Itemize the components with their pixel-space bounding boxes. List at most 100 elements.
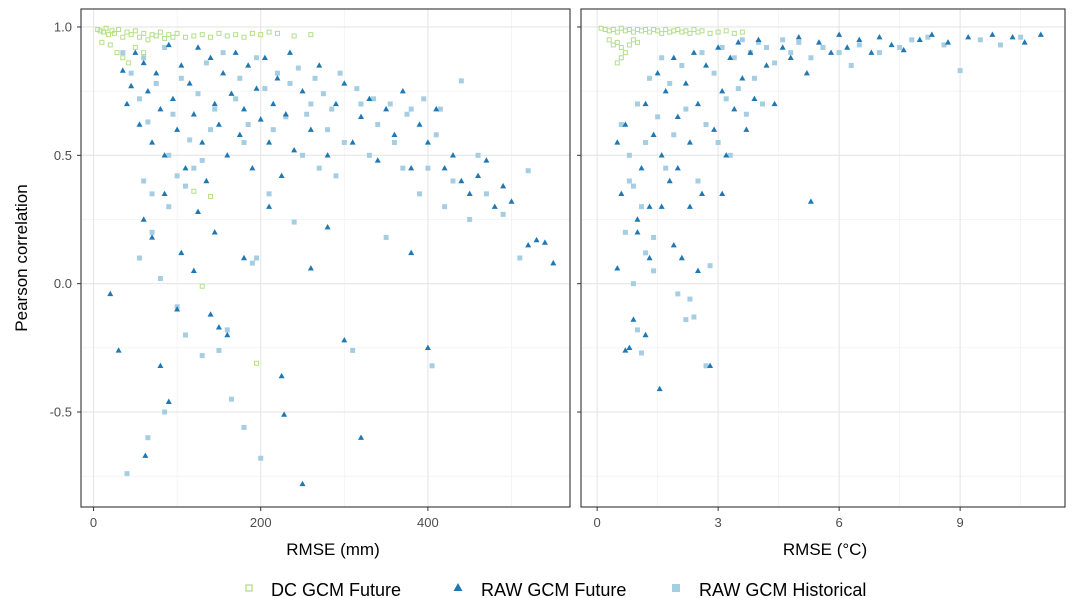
data-point-raw-gcm-future [232,49,239,55]
data-point-raw-gcm-historical [212,106,218,112]
data-point-raw-gcm-historical [671,132,677,138]
data-point-raw-gcm-future [349,139,356,145]
data-point-raw-gcm-historical [254,55,260,61]
data-point-dc-gcm-future [174,30,180,36]
data-point-raw-gcm-historical [626,152,632,158]
data-point-dc-gcm-future [109,28,115,34]
panel-border [580,8,1066,508]
data-point-dc-gcm-future [145,37,151,43]
data-point-raw-gcm-future [286,49,293,55]
data-point-raw-gcm-future [241,254,247,261]
data-point-raw-gcm-historical [437,106,443,112]
data-point-raw-gcm-future [332,100,339,107]
data-point-raw-gcm-future [228,90,235,96]
data-point-raw-gcm-historical [199,157,205,163]
data-point-dc-gcm-future [97,28,103,34]
data-point-raw-gcm-historical [421,96,427,102]
data-point-dc-gcm-future [95,27,101,33]
data-point-raw-gcm-future [161,152,168,158]
data-point-raw-gcm-historical [366,152,372,158]
data-point-raw-gcm-future [787,54,794,60]
data-point-raw-gcm-historical [727,152,733,158]
data-point-dc-gcm-future [655,28,661,34]
data-point-raw-gcm-historical [270,127,276,133]
data-point-raw-gcm-historical [715,139,721,145]
data-point-dc-gcm-future [614,60,620,66]
data-point-raw-gcm-historical [941,42,947,48]
data-point-raw-gcm-historical [723,96,729,102]
data-point-raw-gcm-future [174,126,181,132]
data-point-raw-gcm-future [634,216,641,222]
data-point-dc-gcm-future [153,33,159,39]
data-point-raw-gcm-historical [739,37,745,43]
data-point-raw-gcm-historical [208,127,214,133]
data-point-dc-gcm-future [614,29,620,35]
data-point-raw-gcm-historical [354,86,360,92]
data-point-raw-gcm-future [274,75,281,81]
data-point-raw-gcm-future [128,82,135,89]
data-point-raw-gcm-future [433,105,440,112]
data-point-dc-gcm-future [241,34,247,40]
data-point-raw-gcm-historical [371,96,377,102]
data-point-raw-gcm-historical [162,409,168,415]
data-point-dc-gcm-future [216,30,222,36]
data-point-raw-gcm-future [123,100,130,107]
data-point-raw-gcm-future [965,34,972,40]
data-point-raw-gcm-future [662,87,669,94]
data-point-dc-gcm-future [634,39,640,45]
data-point-raw-gcm-future [900,46,907,53]
data-point-dc-gcm-future [249,30,255,36]
data-point-dc-gcm-future [610,27,616,33]
data-point-raw-gcm-future [466,190,473,197]
x-axis-title-precipitation: RMSE (mm) [286,540,379,559]
data-point-raw-gcm-future [281,411,288,417]
data-point-raw-gcm-future [888,41,895,48]
data-point-raw-gcm-historical [325,127,331,133]
data-point-raw-gcm-future [658,152,665,158]
data-point-raw-gcm-future [424,139,431,145]
data-point-raw-gcm-historical [316,165,322,171]
data-point-raw-gcm-future [771,100,778,107]
data-point-raw-gcm-future [622,347,629,353]
data-point-raw-gcm-historical [274,70,280,76]
panel-border [80,8,571,508]
data-point-raw-gcm-future [763,62,770,68]
data-point-raw-gcm-future [178,249,185,256]
data-point-raw-gcm-historical [383,234,389,240]
data-point-raw-gcm-future [140,59,147,66]
data-point-raw-gcm-historical [820,45,826,51]
data-point-raw-gcm-historical [166,152,172,158]
data-point-raw-gcm-future [224,331,231,338]
data-point-raw-gcm-historical [233,96,239,102]
data-point-dc-gcm-future [141,30,147,36]
data-point-dc-gcm-future [626,27,632,33]
data-point-raw-gcm-future [686,203,693,209]
panel-background [581,9,1065,507]
data-point-dc-gcm-future [157,29,163,35]
data-point-raw-gcm-future [678,254,685,261]
data-point-raw-gcm-future [541,239,548,245]
data-point-raw-gcm-future [207,54,214,60]
data-point-raw-gcm-future [190,111,197,117]
data-point-raw-gcm-future [195,44,202,50]
data-point-raw-gcm-future [236,131,243,137]
data-point-raw-gcm-future [165,41,172,48]
data-point-raw-gcm-historical [643,139,649,145]
data-point-raw-gcm-historical [254,255,260,261]
legend-key-raw-gcm-historical [672,584,680,592]
data-point-raw-gcm-historical [703,363,709,369]
data-point-raw-gcm-historical [897,45,903,51]
data-point-dc-gcm-future [254,360,260,366]
data-point-raw-gcm-historical [145,435,151,441]
data-point-dc-gcm-future [199,283,205,289]
data-point-raw-gcm-historical [300,152,306,158]
data-point-dc-gcm-future [132,45,138,51]
data-point-raw-gcm-historical [404,111,410,117]
data-point-raw-gcm-future [755,36,762,43]
data-point-raw-gcm-future [1021,39,1028,45]
data-point-raw-gcm-future [449,152,456,158]
data-point-raw-gcm-future [682,80,689,86]
data-point-raw-gcm-historical [760,101,765,107]
data-point-raw-gcm-historical [304,111,310,117]
data-point-dc-gcm-future [266,29,272,35]
